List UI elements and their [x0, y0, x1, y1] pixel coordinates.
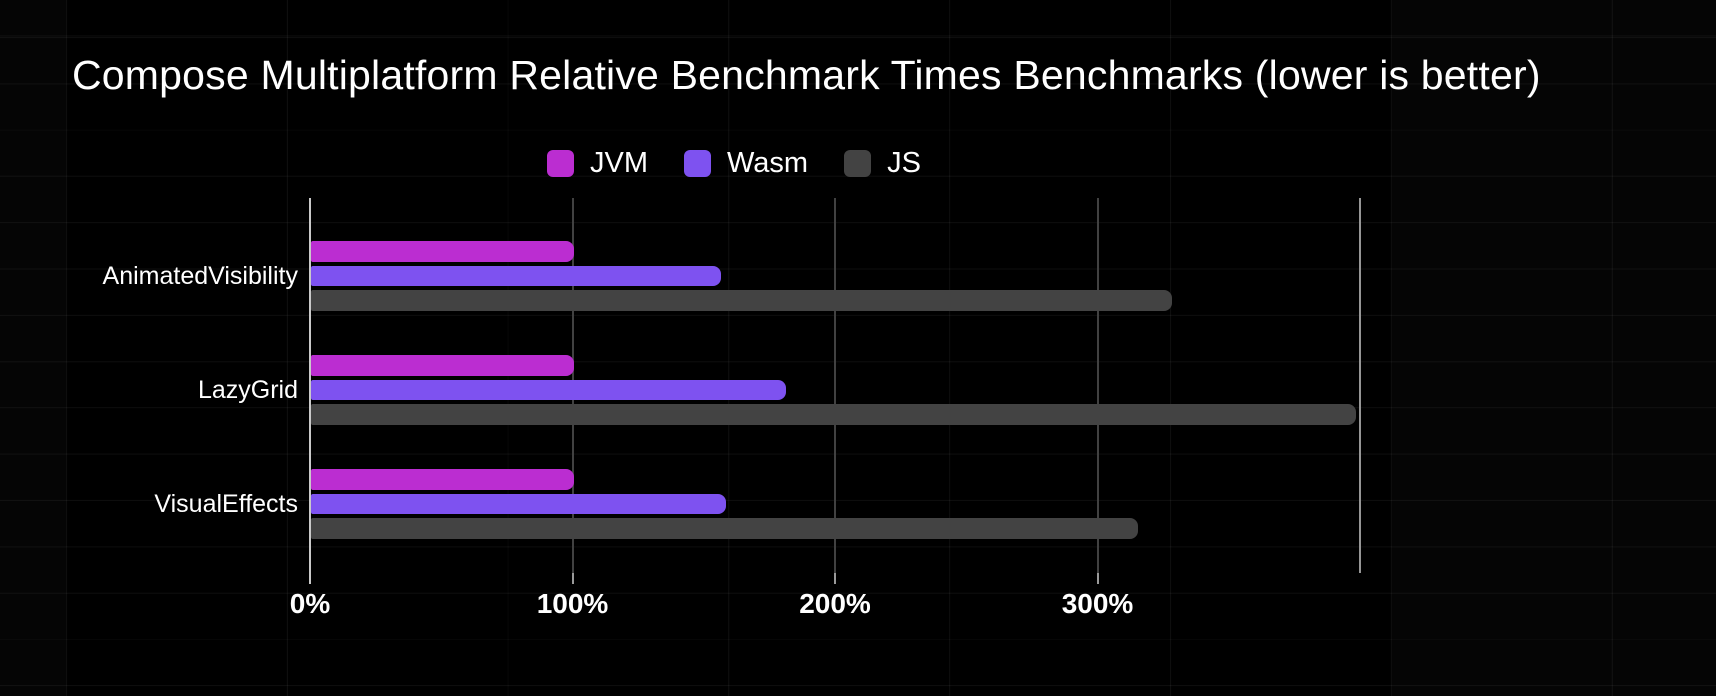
bar-visualeffects-jvm	[311, 469, 574, 490]
legend-swatch-wasm	[684, 150, 711, 177]
x-tick-mark-200pct	[834, 573, 836, 584]
legend-swatch-js	[844, 150, 872, 177]
plot-right-boundary-line	[1359, 198, 1361, 573]
bar-visualeffects-wasm	[311, 493, 726, 514]
x-tick-label-200pct: 200%	[799, 588, 871, 619]
legend-label: JVM	[590, 147, 648, 179]
legend-swatch-jvm	[547, 150, 574, 177]
gridline-300pct	[1096, 198, 1099, 573]
x-tick-mark-100pct	[571, 573, 574, 584]
bar-lazygrid-js	[311, 404, 1356, 425]
bar-visualeffects-js	[311, 518, 1138, 539]
x-tick-label-100pct: 100%	[536, 588, 609, 619]
category-label-animatedvisibility: AnimatedVisibility	[102, 261, 298, 290]
x-tick-mark-300pct	[1096, 573, 1099, 584]
y-axis-line	[309, 198, 311, 584]
bar-lazygrid-wasm	[311, 379, 787, 400]
chart-title: Compose Multiplatform Relative Benchmark…	[72, 52, 1541, 98]
category-label-visualeffects: VisualEffects	[154, 489, 298, 518]
legend-label: JS	[887, 147, 921, 179]
bar-animatedvisibility-js	[311, 290, 1172, 311]
legend-item-js: JS	[844, 147, 921, 179]
chart-legend: JVM Wasm JS	[547, 147, 957, 179]
gridline-200pct	[834, 198, 836, 573]
bar-lazygrid-jvm	[311, 355, 574, 376]
category-label-lazygrid: LazyGrid	[197, 375, 298, 404]
legend-item-wasm: Wasm	[684, 147, 809, 179]
x-tick-label-300pct: 300%	[1061, 588, 1134, 619]
legend-item-jvm: JVM	[547, 147, 648, 179]
legend-label: Wasm	[727, 147, 809, 179]
bar-animatedvisibility-jvm	[311, 241, 574, 262]
bar-animatedvisibility-wasm	[311, 265, 721, 286]
x-tick-label-0pct: 0%	[289, 588, 331, 619]
